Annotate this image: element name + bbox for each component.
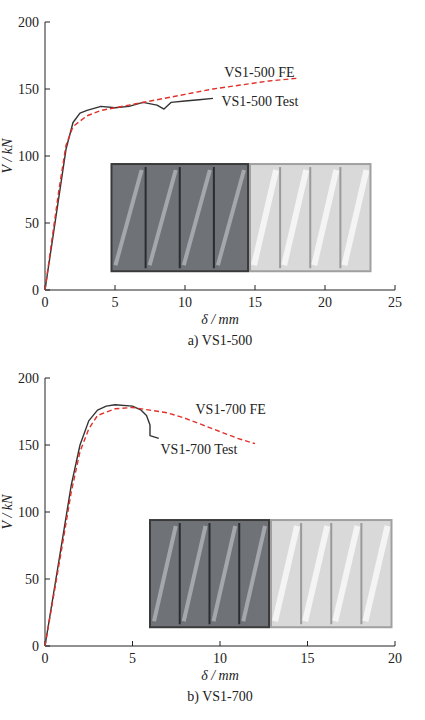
buckle-band [275, 526, 297, 621]
y-tick-label: 50 [25, 216, 39, 231]
y-tick [45, 378, 50, 379]
x-tick [395, 641, 396, 646]
stiffener [179, 167, 181, 268]
curve-label: VS1-700 Test [161, 442, 238, 457]
curve-label: VS1-500 FE [224, 65, 294, 80]
x-tick-label: 10 [178, 295, 192, 310]
x-tick [220, 641, 221, 646]
buckle-band [243, 526, 265, 621]
x-tick-label: 20 [318, 295, 332, 310]
buckle-band [305, 526, 327, 621]
stiffener [238, 523, 240, 624]
y-tick-label: 150 [18, 438, 39, 453]
x-axis-title: δ / mm [201, 668, 239, 683]
panel: 0 5 10 15 20 25 0 50 100 150 200 δ / mm V / kN a) VS1… [0, 15, 402, 349]
x-tick-label: 20 [388, 651, 402, 666]
inset-photos [150, 520, 392, 627]
buckle-band [284, 170, 306, 265]
curve-label: VS1-700 FE [196, 402, 266, 417]
x-tick [185, 285, 186, 290]
buckle-band [150, 170, 176, 265]
buckle-band [116, 170, 142, 265]
x-tick-label: 5 [112, 295, 119, 310]
y-tick [45, 445, 50, 446]
stiffener [330, 523, 332, 624]
y-tick [45, 579, 50, 580]
stiffener [279, 167, 281, 268]
stiffener [209, 523, 211, 624]
buckle-band [365, 526, 387, 621]
x-tick-label: 15 [248, 295, 262, 310]
panel: 05101520050100150200δ / mmV / kNb) VS1-7… [0, 371, 402, 705]
buckle-band [154, 526, 176, 621]
fe-curve [45, 407, 255, 646]
y-tick [45, 156, 50, 157]
y-tick [45, 89, 50, 90]
y-tick-label: 200 [18, 15, 39, 30]
x-tick-label: 15 [301, 651, 315, 666]
y-axis-title: V / kN [0, 494, 15, 529]
buckle-band [314, 170, 336, 265]
y-tick-label: 100 [18, 149, 39, 164]
x-axis [45, 290, 395, 291]
test-curve [45, 405, 159, 646]
plot-marks [45, 405, 255, 646]
x-tick-label: 10 [213, 651, 227, 666]
fe-photo [271, 520, 392, 627]
x-tick [307, 641, 308, 646]
buckle-band [344, 170, 366, 265]
buckle-band [184, 170, 210, 265]
test-photo [150, 520, 269, 627]
test-frame [150, 520, 269, 627]
x-tick-label: 0 [42, 295, 49, 310]
x-tick [132, 641, 133, 646]
x-tick-label: 5 [129, 651, 136, 666]
y-tick-label: 100 [18, 505, 39, 520]
fe-frame [250, 164, 371, 271]
y-tick [45, 22, 50, 23]
buckle-band [254, 170, 276, 265]
x-axis-title: δ / mm [201, 312, 239, 327]
fe-frame [271, 520, 392, 627]
y-tick-label: 50 [25, 572, 39, 587]
inset-photos [112, 164, 371, 271]
test-frame [112, 164, 249, 271]
buckle-band [218, 170, 244, 265]
y-tick-label: 0 [32, 639, 39, 654]
y-tick [45, 512, 50, 513]
stiffener [179, 523, 181, 624]
figure: 0510152025050100150200δ / mmV / kNa) VS1… [0, 0, 425, 720]
x-tick [255, 285, 256, 290]
x-tick-label: 0 [42, 651, 49, 666]
caption: b) VS1-700 [187, 689, 252, 705]
x-tick [395, 285, 396, 290]
stiffener [145, 167, 147, 268]
stiffener [339, 167, 341, 268]
test-curve [45, 98, 213, 290]
x-tick [325, 285, 326, 290]
fe-photo [250, 164, 371, 271]
x-tick [115, 285, 116, 290]
caption: a) VS1-500 [188, 333, 253, 349]
stiffener [309, 167, 311, 268]
stiffener [300, 523, 302, 624]
y-tick-label: 150 [18, 82, 39, 97]
fe-curve [45, 78, 297, 290]
stiffener [213, 167, 215, 268]
buckle-band [335, 526, 357, 621]
y-axis-title: V / kN [0, 138, 15, 173]
buckle-band [184, 526, 206, 621]
x-tick-label: 25 [388, 295, 402, 310]
test-photo [112, 164, 249, 271]
plot-marks [45, 78, 297, 290]
y-tick-label: 200 [18, 371, 39, 386]
buckle-band [214, 526, 236, 621]
curve-label: VS1-500 Test [221, 94, 298, 109]
y-tick-label: 0 [32, 283, 39, 298]
stiffener [360, 523, 362, 624]
y-tick [45, 223, 50, 224]
